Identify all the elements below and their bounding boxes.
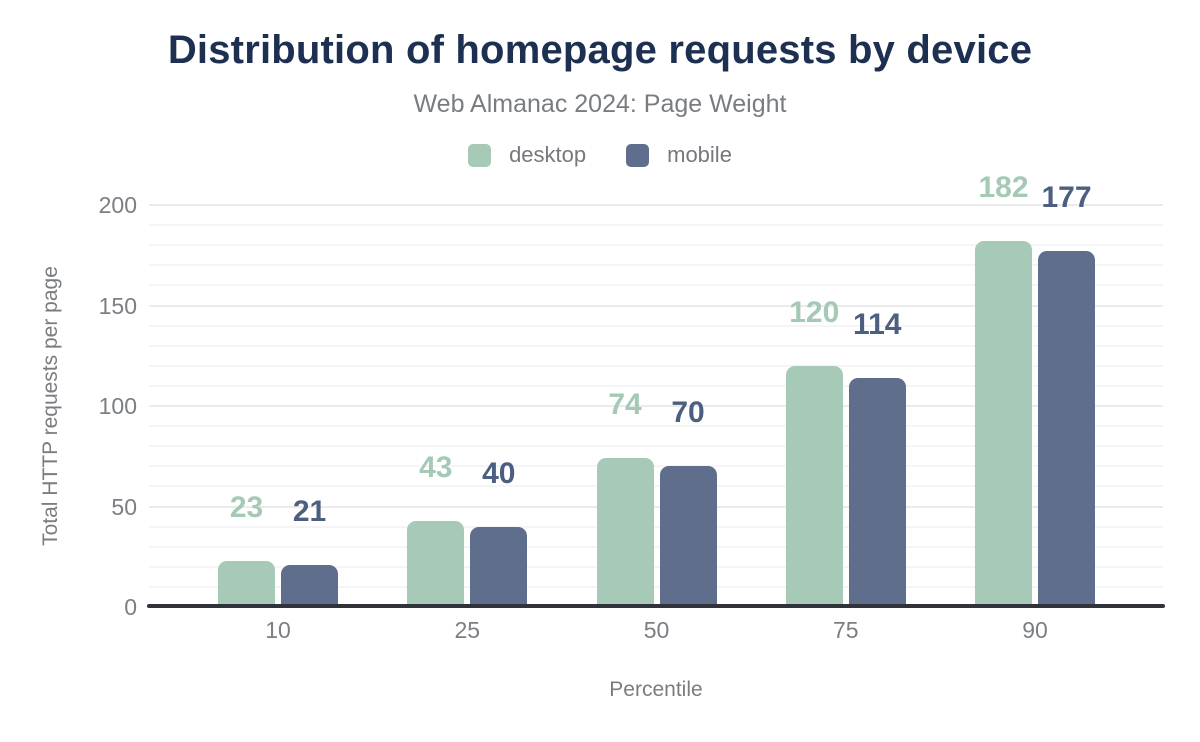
legend-item-desktop: desktop [468,142,586,168]
bar-value-label-mobile-p90: 177 [1041,181,1092,215]
legend-swatch-mobile [626,143,650,167]
legend-label-mobile: mobile [667,142,732,167]
gridline-minor [149,284,1163,287]
gridline-minor [149,445,1163,448]
legend-item-mobile: mobile [626,142,732,168]
legend-swatch-desktop [468,143,492,167]
gridline-minor [149,344,1163,347]
x-tick-label: 10 [265,617,291,643]
x-tick-label: 50 [643,617,670,643]
bar-value-label-desktop-p50: 74 [608,388,642,422]
gridline-major [149,505,1163,508]
bar-desktop-p75 [785,365,843,607]
gridline-minor [149,545,1163,548]
bar-desktop-p10 [218,560,275,607]
legend-label-desktop: desktop [509,142,587,167]
x-tick-label: 90 [1022,617,1048,643]
gridline-minor [149,244,1163,247]
bar-value-label-mobile-p25: 40 [482,456,516,490]
bar-desktop-p90 [975,241,1032,607]
gridline-minor [149,425,1163,428]
bar-value-label-mobile-p75: 114 [853,307,902,341]
y-tick-label: 100 [98,393,137,419]
gridline-minor [149,565,1163,568]
y-tick-label: 200 [98,192,137,218]
bar-mobile-p25 [470,526,528,607]
x-tick-label: 25 [454,617,481,643]
gridline-major [149,304,1163,307]
bar-value-label-desktop-p90: 182 [978,171,1029,205]
gridline-minor [149,585,1163,588]
gridline-minor [149,384,1163,387]
bar-mobile-p10 [281,564,338,607]
gridline-minor [149,264,1163,267]
bar-mobile-p90 [1038,251,1095,607]
gridline-major [149,405,1163,407]
x-tick-label: 75 [832,617,859,643]
chart-title: Distribution of homepage requests by dev… [167,28,1033,72]
y-tick-label: 50 [111,493,137,520]
bar-value-label-desktop-p75: 120 [789,295,840,329]
bar-value-label-desktop-p10: 23 [229,490,264,524]
bar-mobile-p75 [848,377,906,607]
bar-value-label-desktop-p25: 43 [419,450,453,484]
bar-desktop-p25 [407,520,465,607]
y-tick-label: 150 [98,292,137,319]
y-tick-label: 0 [124,594,137,620]
bar-value-label-mobile-p10: 21 [292,494,327,528]
gridline-minor [149,224,1163,227]
gridline-minor [149,465,1163,468]
legend: desktop mobile [0,142,1200,168]
bar-mobile-p50 [659,466,717,607]
gridline-minor [149,525,1163,528]
x-axis-line [147,604,1165,608]
x-axis-title: Percentile [609,678,703,701]
gridline-minor [149,324,1163,327]
bar-desktop-p50 [596,458,654,607]
chart-subtitle: Web Almanac 2024: Page Weight [413,90,787,118]
gridline-minor [149,364,1163,367]
gridline-major [149,204,1163,206]
bar-value-label-mobile-p50: 70 [671,396,705,430]
gridline-minor [149,485,1163,488]
